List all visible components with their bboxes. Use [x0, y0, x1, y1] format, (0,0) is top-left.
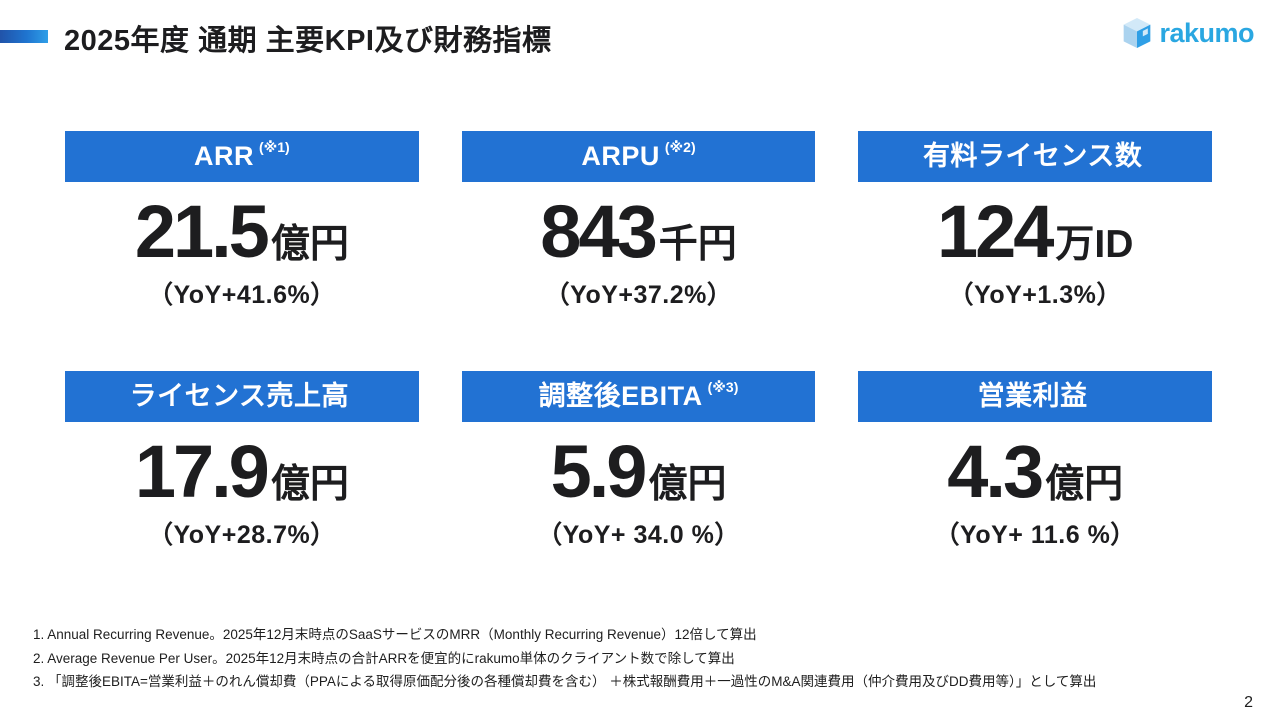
kpi-card-arr: ARR (※1) 21.5 億円 （YoY+41.6%）	[65, 131, 419, 311]
kpi-label: 営業利益	[977, 381, 1088, 411]
kpi-value-unit: 万ID	[1055, 223, 1134, 266]
kpi-card-operating-profit-header: 営業利益	[858, 371, 1213, 422]
kpi-card-paid-licenses-header: 有料ライセンス数	[858, 131, 1213, 182]
kpi-value-unit: 千円	[658, 223, 737, 266]
kpi-yoy: （YoY+1.3%）	[948, 281, 1122, 309]
kpi-card-arpu: ARPU (※2) 843 千円 （YoY+37.2%）	[461, 131, 816, 311]
rakumo-logo-text: rakumo	[1159, 17, 1254, 48]
rakumo-logo: rakumo	[1122, 16, 1254, 50]
kpi-value: 21.5 億円	[65, 195, 419, 269]
kpi-value-number: 21.5	[134, 190, 270, 273]
kpi-note-ref: (※2)	[664, 138, 696, 155]
page-title: 2025年度 通期 主要KPI及び財務指標	[64, 25, 552, 57]
title-accent-bar	[0, 30, 48, 43]
footnotes: 1. Annual Recurring Revenue。2025年12月末時点の…	[33, 623, 1240, 694]
kpi-card-arr-header: ARR (※1)	[65, 131, 419, 182]
kpi-card-adjusted-ebita-header: 調整後EBITA (※3)	[461, 371, 816, 422]
kpi-yoy: （YoY+ 11.6 %）	[934, 521, 1136, 549]
kpi-label: 調整後EBITA	[538, 381, 703, 411]
kpi-value-number: 124	[936, 190, 1054, 273]
kpi-row-1: ARR (※1) 21.5 億円 （YoY+41.6%） ARPU (※2) 843 千…	[65, 131, 1213, 311]
kpi-note-ref: (※1)	[258, 138, 290, 155]
kpi-value: 124 万ID	[858, 195, 1212, 269]
kpi-yoy: （YoY+28.7%）	[147, 521, 336, 549]
kpi-card-arpu-header: ARPU (※2)	[461, 131, 816, 182]
kpi-value: 17.9 億円	[65, 435, 419, 509]
kpi-value-unit: 億円	[270, 463, 349, 506]
kpi-value-unit: 億円	[1045, 463, 1124, 506]
kpi-value-number: 4.3	[947, 430, 1044, 513]
kpi-yoy: （YoY+37.2%）	[544, 281, 733, 309]
footnote-1: 1. Annual Recurring Revenue。2025年12月末時点の…	[33, 627, 757, 642]
kpi-note-ref: (※3)	[707, 378, 739, 395]
kpi-label: 有料ライセンス数	[922, 141, 1143, 171]
kpi-yoy: （YoY+41.6%）	[147, 281, 336, 309]
kpi-value: 5.9 億円	[462, 435, 816, 509]
kpi-card-operating-profit: 営業利益 4.3 億円 （YoY+ 11.6 %）	[858, 371, 1213, 551]
kpi-card-license-revenue-header: ライセンス売上高	[65, 371, 419, 422]
kpi-value: 4.3 億円	[858, 435, 1212, 509]
page-number: 2	[1244, 694, 1253, 711]
kpi-card-license-revenue: ライセンス売上高 17.9 億円 （YoY+28.7%）	[65, 371, 419, 551]
footnote-2: 2. Average Revenue Per User。2025年12月末時点の…	[33, 650, 735, 666]
kpi-card-paid-licenses: 有料ライセンス数 124 万ID （YoY+1.3%）	[858, 131, 1213, 311]
kpi-value-number: 843	[540, 190, 657, 273]
kpi-label: ARPU	[581, 141, 660, 171]
kpi-value-unit: 億円	[648, 463, 727, 506]
kpi-yoy: （YoY+ 34.0 %）	[537, 521, 740, 549]
kpi-value-number: 5.9	[550, 430, 648, 513]
kpi-value: 843 千円	[462, 195, 816, 269]
kpi-label: ARR	[193, 141, 254, 171]
rakumo-cube-icon	[1124, 18, 1151, 48]
kpi-row-2: ライセンス売上高 17.9 億円 （YoY+28.7%） 調整後EBITA (※3)…	[65, 371, 1213, 551]
kpi-value-unit: 億円	[270, 223, 349, 266]
kpi-label: ライセンス売上高	[129, 381, 350, 411]
kpi-card-adjusted-ebita: 調整後EBITA (※3) 5.9 億円 （YoY+ 34.0 %）	[461, 371, 816, 551]
kpi-value-number: 17.9	[134, 430, 270, 513]
footnote-3: 3. 「調整後EBITA=営業利益＋のれん償却費（PPAによる取得原価配分後の各…	[33, 674, 1097, 689]
